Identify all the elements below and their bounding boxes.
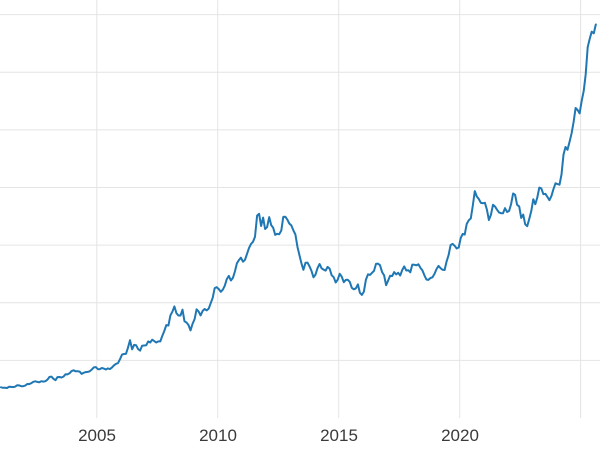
x-tick-label: 2020 [441, 426, 479, 445]
x-tick-label: 2005 [78, 426, 116, 445]
x-tick-label: 2010 [199, 426, 237, 445]
x-tick-label: 2015 [320, 426, 358, 445]
price-line [0, 23, 597, 389]
